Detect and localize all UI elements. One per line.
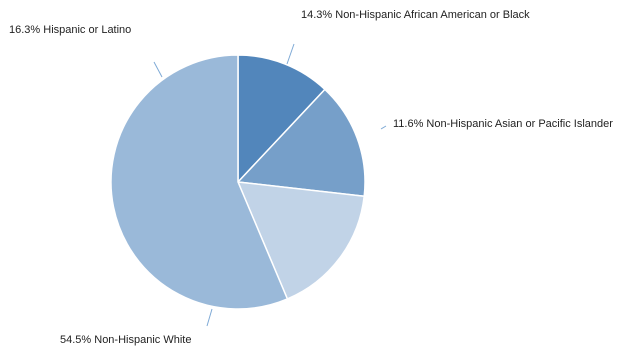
pie-slice-non-hispanic-african-american-or-black bbox=[237, 88, 366, 197]
slice-labels: 11.6% Non-Hispanic Asian or Pacific Isla… bbox=[9, 9, 613, 346]
slice-label: 11.6% Non-Hispanic Asian or Pacific Isla… bbox=[393, 118, 613, 130]
pie-slice-hispanic-or-latino bbox=[237, 181, 365, 300]
slice-label: 16.3% Hispanic or Latino bbox=[9, 24, 131, 36]
slice-label: 54.5% Non-Hispanic White bbox=[60, 334, 191, 346]
leader-line bbox=[206, 308, 213, 327]
pie-slice-non-hispanic-white bbox=[110, 54, 289, 310]
leader-line bbox=[153, 61, 163, 78]
leader-lines bbox=[153, 43, 387, 327]
slice-label: 14.3% Non-Hispanic African American or B… bbox=[301, 9, 530, 21]
pie-slice-non-hispanic-asian-or-pacific-islander bbox=[237, 54, 326, 183]
pie-slices bbox=[110, 54, 366, 310]
leader-line bbox=[380, 125, 387, 130]
leader-line bbox=[286, 43, 295, 65]
